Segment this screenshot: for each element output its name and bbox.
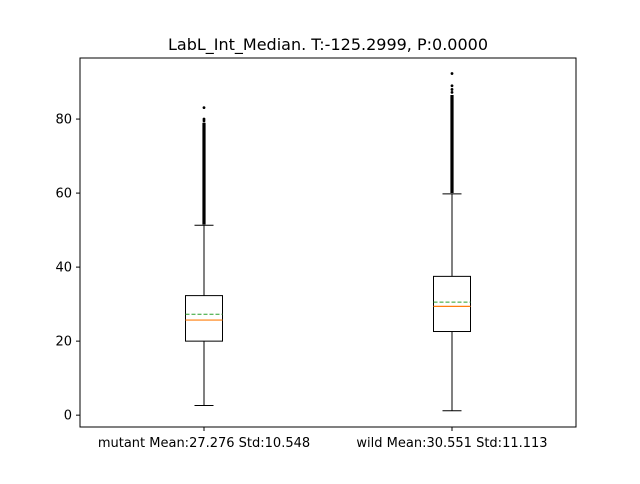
x-tick-label: mutant Mean:27.276 Std:10.548 (98, 436, 310, 451)
x-tick-label: wild Mean:30.551 Std:11.113 (356, 436, 547, 451)
box-iqr (185, 295, 223, 342)
outlier-point (202, 106, 206, 109)
y-tick-label: 60 (55, 187, 72, 202)
y-tick-label: 80 (55, 113, 72, 128)
y-tick-label: 20 (55, 335, 72, 350)
outlier-point (450, 88, 454, 91)
outlier-point (450, 91, 454, 94)
outlier-cluster (450, 95, 454, 194)
axes-frame (79, 57, 577, 428)
outlier-cluster (202, 122, 206, 225)
box-iqr (433, 275, 471, 333)
chart-title: LabL_Int_Median. T:-125.2999, P:0.0000 (168, 35, 488, 55)
y-tick-label: 0 (64, 409, 72, 424)
outlier-point (202, 117, 206, 121)
outlier-point (450, 84, 454, 88)
outlier-point (450, 72, 454, 75)
y-tick-label: 40 (55, 261, 72, 276)
plot-area: 0 20 40 60 80 mutant Mean:27.276 Std:10.548 wi… (55, 57, 577, 451)
